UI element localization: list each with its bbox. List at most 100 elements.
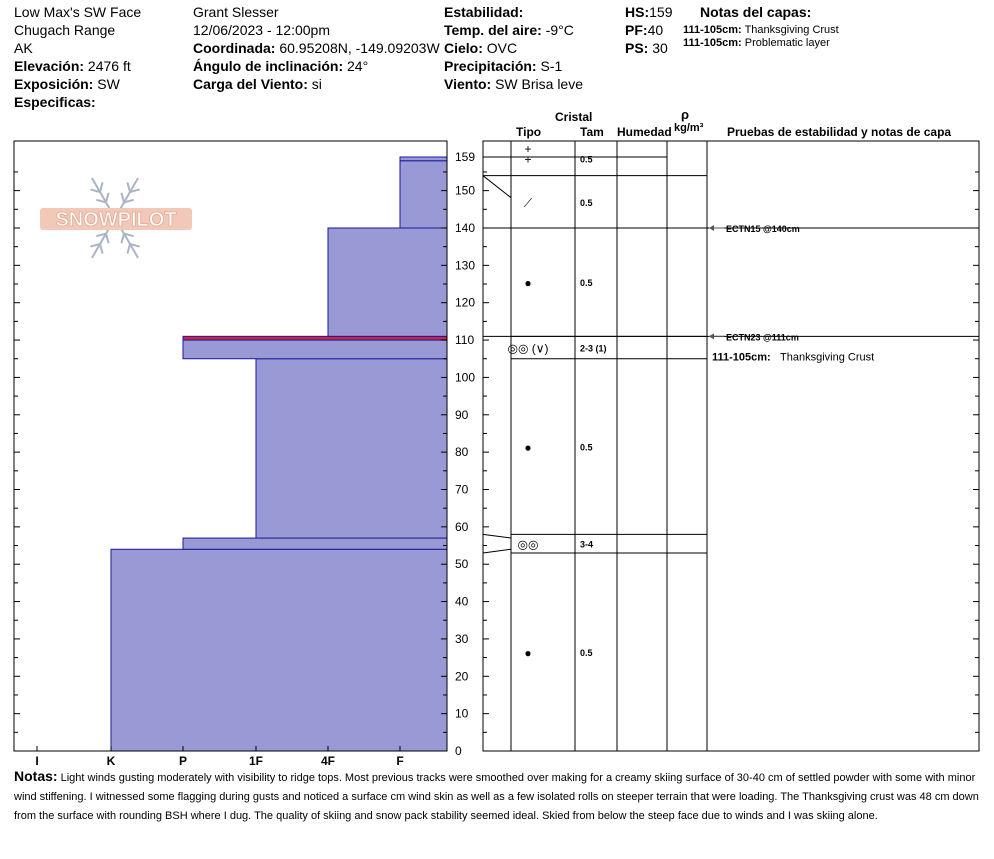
precip-label: Precipitación: bbox=[444, 58, 537, 74]
snowflake-branch bbox=[126, 243, 131, 254]
snowflake-branch bbox=[96, 232, 107, 238]
mountain-range: Chugach Range bbox=[14, 22, 116, 38]
grain-type-symbol: + bbox=[524, 142, 531, 156]
grain-size-label: 0.5 bbox=[580, 648, 593, 658]
layer-note-1: 111-105cm: Thanksgiving Crust bbox=[683, 24, 839, 36]
layer-note-range: 111-105cm: bbox=[712, 351, 771, 363]
hs-label: HS: bbox=[625, 4, 650, 20]
snowflake-branch bbox=[105, 192, 110, 203]
test-arrow-head bbox=[709, 333, 714, 340]
hardness-layer-bar bbox=[182, 339, 448, 360]
col-rho: ρ bbox=[681, 107, 690, 122]
depth-tick-label: 60 bbox=[455, 520, 469, 534]
snowpilot-logo: SNOWPILOT bbox=[40, 177, 192, 259]
state: AK bbox=[14, 40, 33, 56]
slope-angle: Ángulo de inclinación: 24° bbox=[193, 57, 368, 75]
depth-tick-label: 140 bbox=[455, 221, 475, 235]
snowflake-branch bbox=[129, 188, 140, 193]
grain-size-label: 0.5 bbox=[580, 154, 593, 164]
snowflake-branch bbox=[90, 243, 101, 248]
aspect-value: SW bbox=[97, 76, 120, 92]
stability: Estabilidad: bbox=[444, 3, 523, 21]
logo-text: SNOWPILOT bbox=[55, 209, 176, 231]
elevation-label: Elevación: bbox=[14, 58, 85, 74]
layer-note-1-range: 111-105cm: bbox=[683, 24, 742, 36]
depth-tick-label: 30 bbox=[455, 632, 469, 646]
depth-connector bbox=[482, 533, 512, 539]
elevation-value: 2476 ft bbox=[87, 58, 131, 74]
col-tipo: Tipo bbox=[516, 125, 542, 139]
snowflake-branch bbox=[129, 243, 140, 248]
grain-size-label: 0.5 bbox=[580, 443, 593, 453]
layers-table-frame bbox=[482, 140, 980, 752]
wind-value: SW Brisa leve bbox=[495, 76, 584, 92]
wind-load-label: Carga del Viento: bbox=[193, 76, 308, 92]
observer: Grant Slesser bbox=[193, 4, 279, 20]
layer-note-2-text: Problematic layer bbox=[744, 37, 830, 49]
hardness-layer-bar bbox=[327, 227, 448, 337]
snowflake-branch bbox=[120, 233, 125, 244]
hardness-tick-label: F bbox=[396, 754, 403, 768]
wind-loading: Carga del Viento: si bbox=[193, 75, 322, 93]
hardness-layer-bar bbox=[182, 537, 448, 550]
specifics: Especificas: bbox=[14, 93, 96, 111]
hs: HS:159 bbox=[625, 3, 672, 21]
specifics-label: Especificas: bbox=[14, 94, 96, 110]
air-temp: Temp. del aire: -9°C bbox=[444, 21, 574, 39]
coord-value: 60.95208N, -149.09203W bbox=[279, 40, 440, 56]
pf-value: 40 bbox=[647, 22, 664, 38]
depth-tick-label: 10 bbox=[455, 707, 469, 721]
sky: Cielo: OVC bbox=[444, 39, 517, 57]
hardness-tick-label: 1F bbox=[249, 754, 263, 768]
grain-type-symbol: ● bbox=[524, 646, 531, 660]
snowflake-branch bbox=[123, 198, 134, 204]
layer-note-2-range: 111-105cm: bbox=[683, 37, 742, 49]
wind-label: Viento: bbox=[444, 76, 492, 92]
wind: Viento: SW Brisa leve bbox=[444, 75, 583, 93]
ps-label: PS: bbox=[625, 40, 649, 56]
layer-note-text: Thanksgiving Crust bbox=[780, 351, 874, 363]
precipitation: Precipitación: S-1 bbox=[444, 57, 562, 75]
logo-banner bbox=[40, 208, 192, 230]
notes-text: Light winds gusting moderately with visi… bbox=[14, 772, 979, 822]
depth-tick-label: 50 bbox=[455, 557, 469, 571]
snowflake-branch bbox=[99, 182, 104, 193]
coord-label: Coordinada: bbox=[193, 40, 276, 56]
aspect-label: Exposición: bbox=[14, 76, 94, 92]
depth-tick-label: 40 bbox=[455, 595, 469, 609]
snowflake-branch bbox=[126, 182, 131, 193]
grain-size-label: 0.5 bbox=[580, 198, 593, 208]
precip-value: S-1 bbox=[540, 58, 563, 74]
snowflake-branch bbox=[123, 232, 134, 238]
hardness-layer-bar bbox=[399, 156, 448, 162]
snowflake-branch bbox=[96, 198, 107, 204]
grain-size-label: 3-4 bbox=[580, 540, 593, 550]
ps-value: 30 bbox=[652, 40, 668, 56]
depth-tick-label: 70 bbox=[455, 482, 469, 496]
grain-type-symbol: + bbox=[524, 152, 531, 166]
hardness-tick-label: I bbox=[35, 754, 38, 768]
location-name: Low Max's SW Face bbox=[14, 4, 142, 20]
col-tests: Pruebas de estabilidad y notas de capa bbox=[727, 125, 952, 139]
col-cristal: Cristal bbox=[555, 110, 593, 124]
depth-tick-label: 159 bbox=[455, 150, 475, 164]
stability-label: Estabilidad: bbox=[444, 4, 524, 20]
depth-tick-label: 130 bbox=[455, 258, 475, 272]
test-arrow-head bbox=[709, 224, 714, 231]
datetime: 12/06/2023 - 12:00pm bbox=[193, 22, 330, 38]
hardness-layer-bar bbox=[255, 358, 448, 539]
hardness-layer-bar bbox=[399, 160, 448, 229]
depth-tick-label: 20 bbox=[455, 669, 469, 683]
grain-size-label: 2-3 (1) bbox=[580, 344, 607, 354]
air-temp-label: Temp. del aire: bbox=[444, 22, 542, 38]
hardness-layer-bar bbox=[182, 335, 448, 341]
notes-section: Notas: Light winds gusting moderately wi… bbox=[14, 767, 989, 826]
sky-label: Cielo: bbox=[444, 40, 483, 56]
layer-note-1-text: Thanksgiving Crust bbox=[744, 24, 839, 36]
snowflake-branch bbox=[99, 243, 104, 254]
hardness-tick-label: P bbox=[179, 754, 187, 768]
slope-label: Ángulo de inclinación: bbox=[193, 58, 344, 74]
depth-tick-label: 100 bbox=[455, 370, 475, 384]
hardness-plot-frame bbox=[13, 140, 448, 752]
depth-tick-label: 80 bbox=[455, 445, 469, 459]
